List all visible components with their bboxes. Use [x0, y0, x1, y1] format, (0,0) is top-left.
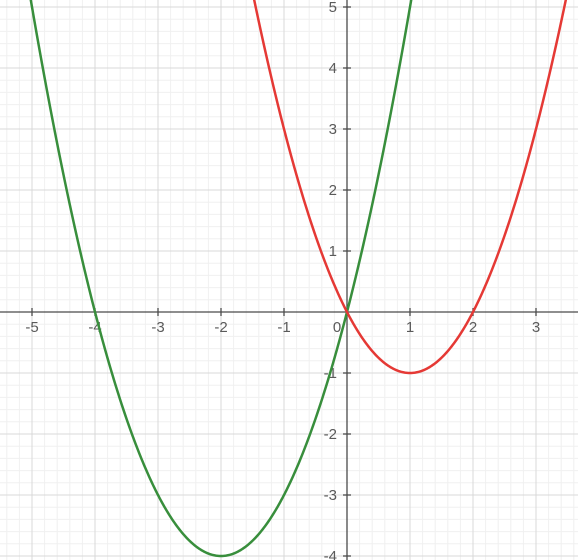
y-tick-label: 5 [329, 0, 337, 16]
y-tick-label: -2 [324, 426, 337, 443]
y-tick-label: -3 [324, 487, 337, 504]
chart-svg: -5-4-3-2-10123-4-3-2-112345 [0, 0, 578, 560]
y-tick-label: 2 [329, 182, 337, 199]
x-tick-label: -5 [25, 319, 38, 336]
parabola-chart: -5-4-3-2-10123-4-3-2-112345 [0, 0, 578, 560]
y-tick-label: -4 [324, 548, 337, 560]
x-tick-label: 2 [469, 319, 477, 336]
x-tick-label: -3 [151, 319, 164, 336]
x-tick-label: -2 [214, 319, 227, 336]
x-tick-label: 3 [532, 319, 540, 336]
y-tick-label: 4 [329, 60, 337, 77]
x-tick-label: 0 [333, 319, 341, 336]
x-tick-label: -1 [277, 319, 290, 336]
y-tick-label: 3 [329, 121, 337, 138]
x-tick-label: 1 [406, 319, 414, 336]
y-tick-label: 1 [329, 243, 337, 260]
